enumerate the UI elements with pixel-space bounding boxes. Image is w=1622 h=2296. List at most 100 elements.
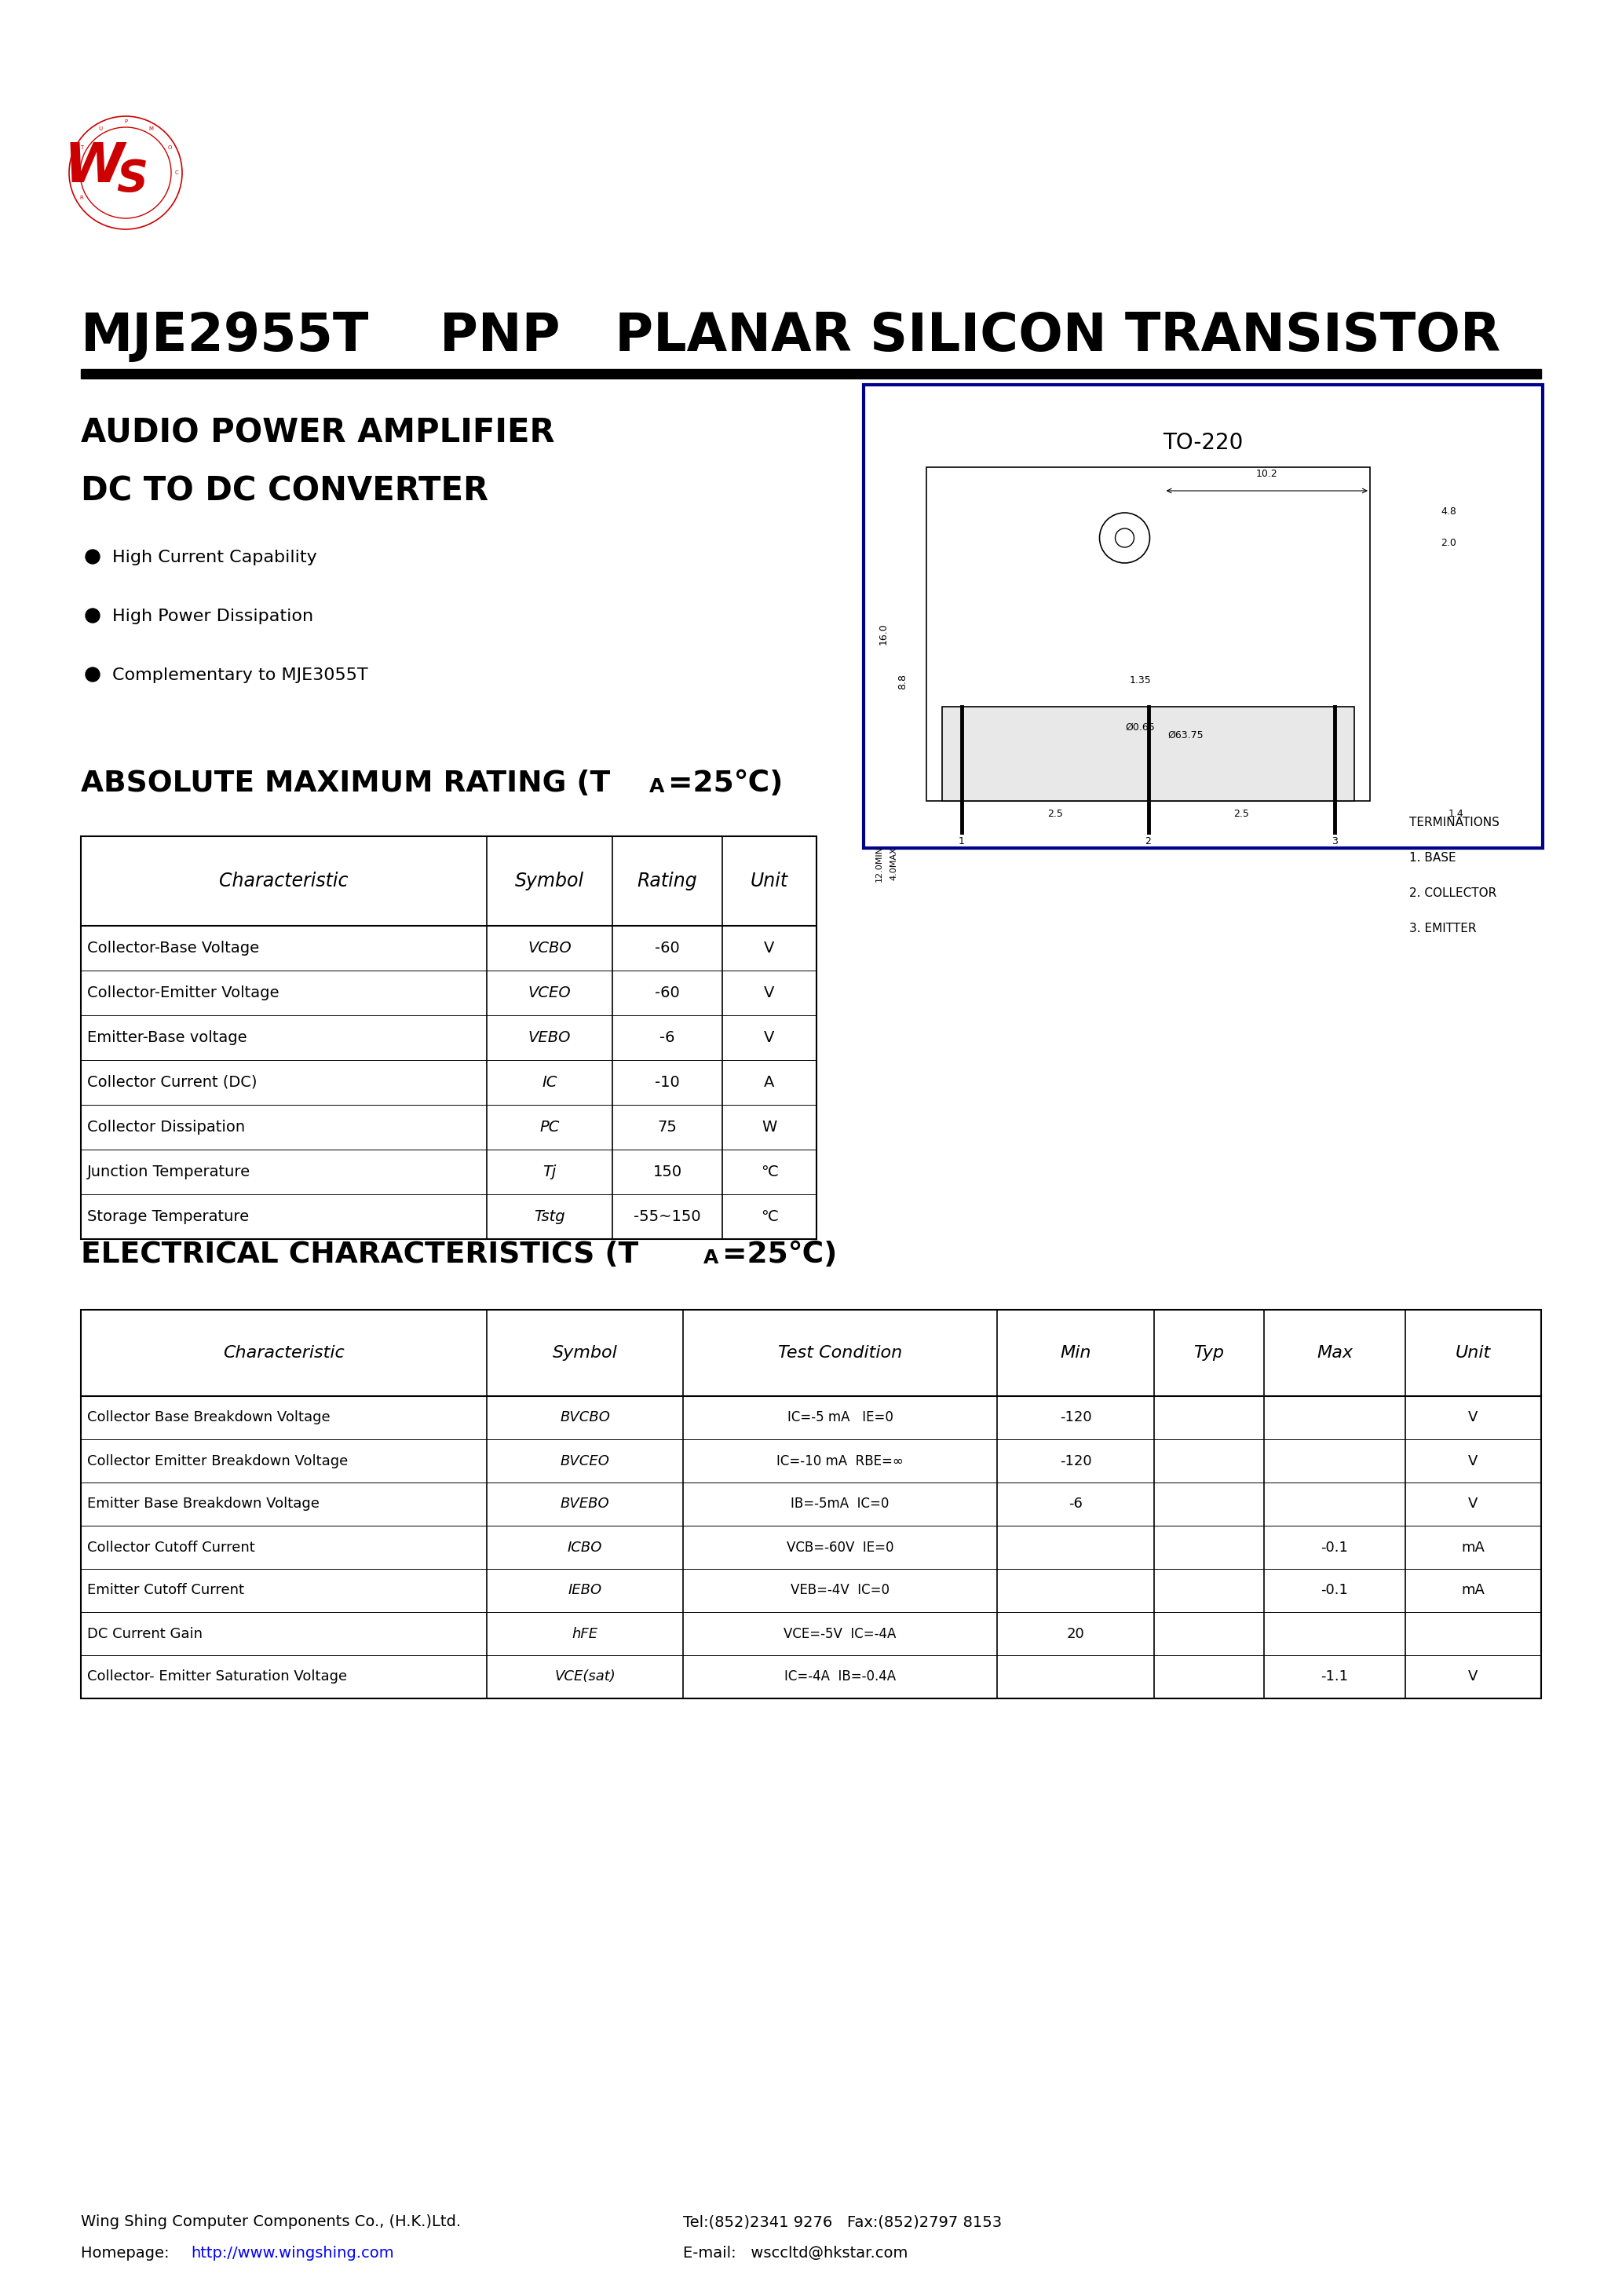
Text: Max: Max (1317, 1345, 1353, 1362)
Text: ICBO: ICBO (568, 1541, 602, 1554)
Text: A: A (704, 1249, 719, 1267)
Text: PC: PC (540, 1120, 560, 1134)
Text: DC TO DC CONVERTER: DC TO DC CONVERTER (81, 475, 488, 507)
Text: VCE=-5V  IC=-4A: VCE=-5V IC=-4A (783, 1626, 897, 1642)
Circle shape (86, 668, 99, 682)
Text: Wing Shing Computer Components Co., (H.K.)Ltd.: Wing Shing Computer Components Co., (H.K… (81, 2213, 461, 2229)
Text: mA: mA (1461, 1584, 1486, 1598)
Text: V: V (1468, 1410, 1478, 1426)
Text: -120: -120 (1059, 1410, 1092, 1426)
Text: 4.8: 4.8 (1440, 507, 1457, 517)
Text: BVCBO: BVCBO (560, 1410, 610, 1426)
Text: -6: -6 (1069, 1497, 1082, 1511)
Text: Complementary to MJE3055T: Complementary to MJE3055T (112, 668, 368, 684)
Text: http://www.wingshing.com: http://www.wingshing.com (191, 2245, 394, 2262)
Text: BVCEO: BVCEO (560, 1453, 610, 1467)
Text: mA: mA (1461, 1541, 1486, 1554)
Text: V: V (1468, 1453, 1478, 1467)
Text: hFE: hFE (573, 1626, 599, 1642)
Bar (942, 707, 1354, 801)
Text: -0.1: -0.1 (1320, 1541, 1348, 1554)
Text: Collector Current (DC): Collector Current (DC) (88, 1075, 258, 1091)
Text: VCBO: VCBO (527, 941, 571, 955)
Text: PNP   PLANAR SILICON TRANSISTOR: PNP PLANAR SILICON TRANSISTOR (440, 310, 1500, 363)
Text: Unit: Unit (751, 872, 788, 891)
Text: Min: Min (1061, 1345, 1092, 1362)
Bar (926, 466, 1371, 801)
Text: Emitter Base Breakdown Voltage: Emitter Base Breakdown Voltage (88, 1497, 320, 1511)
Text: 75: 75 (657, 1120, 676, 1134)
Text: 2.0: 2.0 (1440, 537, 1457, 549)
Circle shape (86, 549, 99, 565)
Text: Emitter-Base voltage: Emitter-Base voltage (88, 1031, 247, 1045)
Text: M: M (149, 126, 154, 131)
Text: -60: -60 (655, 941, 680, 955)
Text: 1: 1 (959, 836, 965, 847)
Text: VCEO: VCEO (529, 985, 571, 1001)
Text: VCE(sat): VCE(sat) (555, 1669, 615, 1683)
Text: Junction Temperature: Junction Temperature (88, 1164, 250, 1180)
Text: Unit: Unit (1455, 1345, 1491, 1362)
Text: VEBO: VEBO (529, 1031, 571, 1045)
Text: A: A (649, 778, 665, 797)
Text: High Current Capability: High Current Capability (112, 549, 316, 565)
Text: Collector Dissipation: Collector Dissipation (88, 1120, 245, 1134)
Text: Homepage:: Homepage: (81, 2245, 178, 2262)
Text: Collector-Base Voltage: Collector-Base Voltage (88, 941, 260, 955)
Text: 8.8: 8.8 (897, 673, 908, 689)
Text: -55~150: -55~150 (634, 1210, 701, 1224)
Text: TO-220: TO-220 (1163, 432, 1244, 455)
Text: 1.35: 1.35 (1129, 675, 1152, 687)
Text: P: P (123, 119, 127, 124)
Text: 10.2: 10.2 (1255, 468, 1278, 480)
Text: Tstg: Tstg (534, 1210, 564, 1224)
Text: V: V (764, 1031, 775, 1045)
Text: IC: IC (542, 1075, 558, 1091)
Text: Characteristic: Characteristic (224, 1345, 344, 1362)
Bar (863, 386, 1543, 847)
Text: 20: 20 (1067, 1626, 1085, 1642)
Text: Tel:(852)2341 9276   Fax:(852)2797 8153: Tel:(852)2341 9276 Fax:(852)2797 8153 (683, 2213, 1002, 2229)
Text: TERMINATIONS: TERMINATIONS (1410, 817, 1499, 829)
Text: V: V (764, 941, 775, 955)
Circle shape (86, 608, 99, 622)
Text: Typ: Typ (1194, 1345, 1225, 1362)
Bar (81, 836, 816, 1240)
Text: 150: 150 (652, 1164, 681, 1180)
Text: 3: 3 (1332, 836, 1338, 847)
Text: -60: -60 (655, 985, 680, 1001)
Text: R: R (79, 195, 83, 200)
Text: MJE2955T: MJE2955T (81, 310, 370, 363)
Text: BVEBO: BVEBO (560, 1497, 610, 1511)
Circle shape (1100, 512, 1150, 563)
Text: -120: -120 (1059, 1453, 1092, 1467)
Text: O: O (167, 145, 172, 149)
Text: U: U (97, 126, 102, 131)
Text: W: W (65, 140, 125, 193)
Text: 3. EMITTER: 3. EMITTER (1410, 923, 1476, 934)
Text: W: W (762, 1120, 777, 1134)
Text: ℃: ℃ (761, 1164, 779, 1180)
Text: Collector-Emitter Voltage: Collector-Emitter Voltage (88, 985, 279, 1001)
Text: VCB=-60V  IE=0: VCB=-60V IE=0 (787, 1541, 894, 1554)
Text: Test Condition: Test Condition (779, 1345, 902, 1362)
Text: Symbol: Symbol (514, 872, 584, 891)
Text: V: V (1468, 1669, 1478, 1683)
Text: Rating: Rating (637, 872, 697, 891)
Text: ABSOLUTE MAXIMUM RATING (T: ABSOLUTE MAXIMUM RATING (T (81, 769, 610, 797)
Text: Symbol: Symbol (553, 1345, 618, 1362)
Text: 12.0MIN: 12.0MIN (876, 845, 884, 882)
Bar (81, 1309, 1541, 1699)
Text: T: T (79, 145, 83, 149)
Text: -6: -6 (660, 1031, 675, 1045)
Text: Collector Emitter Breakdown Voltage: Collector Emitter Breakdown Voltage (88, 1453, 349, 1467)
Text: S: S (117, 158, 148, 200)
Bar (81, 370, 1541, 379)
Text: E-mail:   wsccltd@hkstar.com: E-mail: wsccltd@hkstar.com (683, 2245, 908, 2262)
Text: 16.0: 16.0 (878, 622, 889, 645)
Text: C: C (175, 170, 178, 174)
Text: High Power Dissipation: High Power Dissipation (112, 608, 313, 625)
Text: 2. COLLECTOR: 2. COLLECTOR (1410, 886, 1497, 900)
Text: IC=-10 mA  RBE=∞: IC=-10 mA RBE=∞ (777, 1453, 903, 1467)
Text: IC=-4A  IB=-0.4A: IC=-4A IB=-0.4A (785, 1669, 895, 1683)
